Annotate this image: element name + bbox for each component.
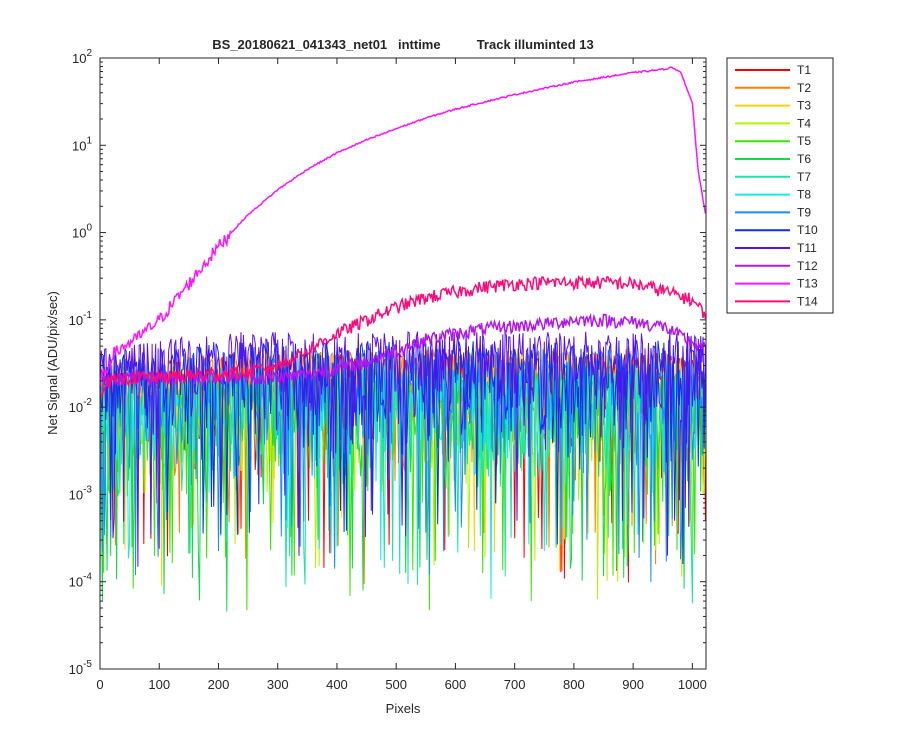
axes-box bbox=[99, 57, 707, 670]
legend-label: T7 bbox=[797, 170, 811, 184]
x-axis-title: Pixels bbox=[386, 701, 421, 716]
legend-item-t3[interactable]: T3 bbox=[735, 99, 811, 113]
legend-label: T5 bbox=[797, 134, 811, 148]
x-tick-label: 1000 bbox=[678, 677, 707, 692]
y-tick-label: 10-2 bbox=[69, 397, 93, 415]
y-tick-label: 10-1 bbox=[69, 310, 93, 328]
y-tick-label: 10-5 bbox=[69, 659, 93, 677]
legend-item-t2[interactable]: T2 bbox=[735, 81, 811, 95]
legend-label: T2 bbox=[797, 81, 811, 95]
legend-label: T3 bbox=[797, 99, 811, 113]
legend-label: T6 bbox=[797, 152, 811, 166]
legend-item-t11[interactable]: T11 bbox=[735, 241, 817, 255]
series-layer bbox=[99, 66, 707, 612]
y-tick-label: 102 bbox=[72, 48, 92, 66]
x-tick-label: 600 bbox=[445, 677, 467, 692]
x-axis: 0 100 200 300 400 500 600 700 800 900 1000 bbox=[96, 58, 707, 692]
y-tick-label: 101 bbox=[72, 135, 92, 153]
x-tick-label: 700 bbox=[504, 677, 526, 692]
legend-item-t8[interactable]: T8 bbox=[735, 188, 811, 202]
legend-item-t12[interactable]: T12 bbox=[735, 259, 818, 273]
legend[interactable]: T1 T2 T3 T4 T5 T6 T7 T8 T9 T10 T11 T12 T13 T14 bbox=[726, 57, 834, 314]
y-axis-title: Net Signal (ADU/pix/sec) bbox=[45, 291, 60, 435]
legend-label: T1 bbox=[797, 63, 811, 77]
legend-item-t13[interactable]: T13 bbox=[735, 277, 818, 291]
y-tick-label: 100 bbox=[72, 223, 92, 241]
legend-item-t6[interactable]: T6 bbox=[735, 152, 811, 166]
x-tick-label: 900 bbox=[622, 677, 644, 692]
legend-box bbox=[726, 57, 834, 314]
chart-title: BS_20180621_041343_net01 inttime Track i… bbox=[212, 37, 594, 52]
x-tick-label: 200 bbox=[208, 677, 230, 692]
series-line-t14 bbox=[99, 275, 707, 396]
legend-label: T10 bbox=[797, 223, 818, 237]
legend-item-t10[interactable]: T10 bbox=[735, 223, 818, 237]
series-line-t11 bbox=[99, 331, 706, 567]
legend-label: T12 bbox=[797, 259, 818, 273]
x-tick-label: 500 bbox=[385, 677, 407, 692]
x-tick-label: 300 bbox=[267, 677, 289, 692]
x-tick-label: 400 bbox=[326, 677, 348, 692]
legend-label: T4 bbox=[797, 116, 811, 130]
legend-label: T13 bbox=[797, 277, 818, 291]
legend-label: T11 bbox=[797, 241, 817, 255]
x-tick-label: 100 bbox=[148, 677, 170, 692]
legend-item-t7[interactable]: T7 bbox=[735, 170, 811, 184]
y-tick-label: 10-3 bbox=[69, 484, 93, 502]
legend-label: T8 bbox=[797, 188, 811, 202]
legend-item-t9[interactable]: T9 bbox=[735, 205, 811, 219]
series-line-t13 bbox=[99, 66, 707, 388]
legend-item-t1[interactable]: T1 bbox=[735, 63, 811, 77]
legend-item-t14[interactable]: T14 bbox=[735, 294, 818, 308]
y-axis: 10-5 10-4 10-3 10-2 10-1 100 101 102 bbox=[69, 48, 706, 677]
x-tick-label: 800 bbox=[563, 677, 585, 692]
legend-item-t5[interactable]: T5 bbox=[735, 134, 811, 148]
y-tick-label: 10-4 bbox=[69, 572, 93, 590]
legend-item-t4[interactable]: T4 bbox=[735, 116, 811, 130]
legend-label: T14 bbox=[797, 294, 818, 308]
x-tick-label: 0 bbox=[96, 677, 103, 692]
legend-label: T9 bbox=[797, 205, 811, 219]
